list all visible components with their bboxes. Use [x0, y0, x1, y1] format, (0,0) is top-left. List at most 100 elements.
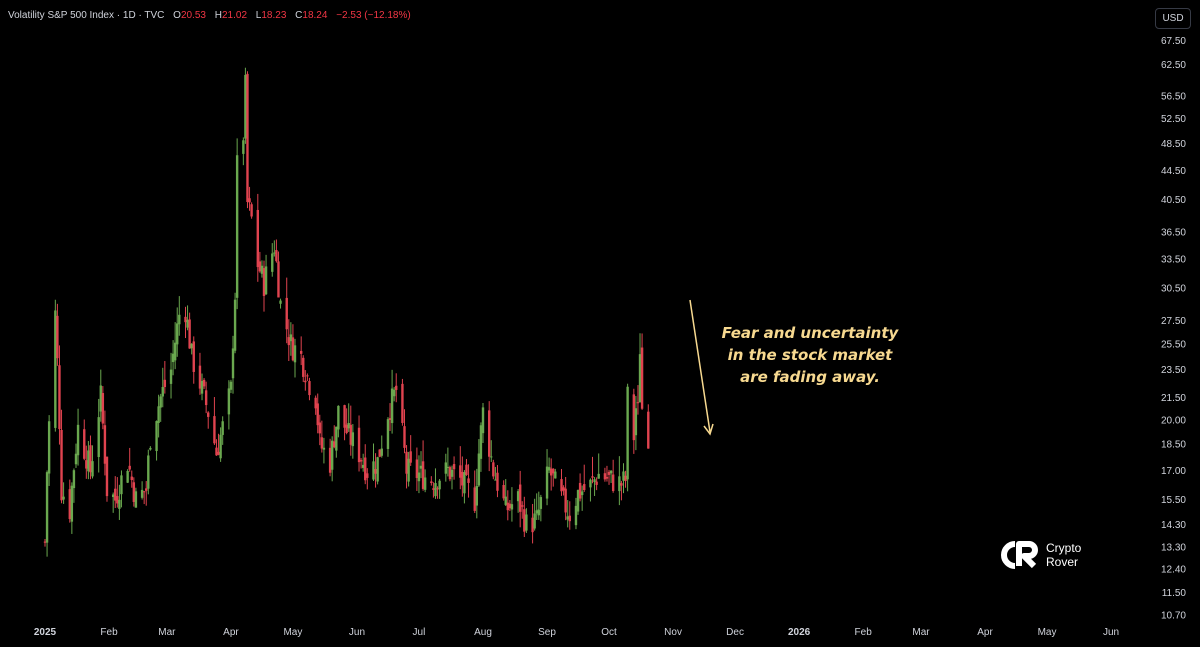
currency-button[interactable]: USD [1155, 8, 1191, 29]
candle-up [271, 253, 274, 272]
candle-up [597, 473, 600, 479]
candle-down [359, 460, 363, 462]
candle-up [539, 497, 543, 509]
low-label: L [255, 10, 262, 21]
candle-down [262, 268, 266, 296]
x-tick-label: Nov [664, 627, 682, 638]
candle-down [432, 488, 435, 490]
time-axis[interactable]: 2025 Feb Mar Apr May Jun Jul Aug Sep Oct Nov Dec 202… [34, 627, 1119, 638]
x-tick-label: 2026 [788, 627, 811, 638]
candle-up [186, 319, 189, 328]
candle-up [45, 472, 49, 543]
candle-up [337, 405, 340, 430]
chart-annotation: Fear and uncertainty in the stock market… [700, 322, 920, 388]
x-tick-label: Sep [538, 627, 556, 638]
candle-up [390, 388, 394, 424]
candle-up [638, 354, 642, 403]
y-tick-label: 40.50 [1161, 195, 1186, 206]
candle-down [502, 484, 505, 499]
x-tick-label: Oct [601, 627, 617, 638]
candle-down [562, 487, 565, 491]
candle-down [364, 457, 367, 481]
candle-down [291, 337, 295, 361]
candle-up [74, 453, 78, 465]
x-tick-label: Aug [474, 627, 492, 638]
candle-down [258, 261, 262, 272]
y-tick-label: 30.50 [1161, 284, 1186, 295]
candle-up [535, 510, 538, 514]
candle-down [217, 451, 220, 455]
candle-down [248, 198, 251, 203]
candle-down [246, 73, 249, 202]
x-tick-label: Mar [158, 627, 176, 638]
candle-down [163, 379, 167, 388]
candle-down [409, 451, 412, 463]
candle-down [43, 541, 47, 543]
candle-down [459, 465, 462, 478]
candle-up [322, 447, 326, 450]
x-tick-label: Dec [726, 627, 744, 638]
candle-down [448, 467, 452, 480]
candle-down [304, 380, 307, 383]
candle-down [388, 418, 392, 420]
y-tick-label: 67.50 [1161, 36, 1186, 47]
candle-up [171, 353, 175, 363]
y-tick-label: 20.00 [1161, 415, 1186, 426]
high-label: H [214, 10, 222, 21]
candle-up [450, 469, 454, 477]
x-tick-label: Apr [977, 627, 993, 638]
candle-down [343, 405, 346, 428]
candle-up [62, 496, 65, 500]
candle-up [361, 464, 365, 468]
candle-up [120, 475, 123, 495]
candle-up [147, 455, 150, 489]
candle-down [357, 427, 361, 463]
candle-down [207, 412, 210, 417]
candle-up [126, 470, 129, 483]
y-tick-label: 48.50 [1161, 139, 1186, 150]
x-tick-label: May [283, 627, 302, 638]
candle-up [533, 513, 536, 529]
candle-up [475, 486, 479, 506]
candle-up [54, 310, 57, 428]
candle-down [145, 488, 148, 491]
candle-up [155, 421, 158, 452]
candle-up [525, 514, 528, 531]
open-label: O [173, 10, 181, 21]
candle-up [376, 457, 379, 482]
candle-up [463, 472, 466, 494]
candle-down [192, 341, 195, 372]
candle-up [626, 386, 629, 480]
candle-up [70, 485, 74, 522]
y-tick-label: 17.00 [1161, 466, 1186, 477]
candle-up [260, 265, 264, 274]
candle-up [574, 505, 578, 526]
candle-up [231, 348, 235, 379]
candle-down [85, 460, 88, 469]
candle-up [289, 334, 293, 342]
candle-down [366, 473, 369, 478]
y-tick-label: 44.50 [1161, 166, 1186, 177]
candle-up [434, 483, 437, 497]
candle-up [380, 448, 383, 456]
annotation-line: Fear and uncertainty [721, 324, 899, 342]
candle-down [403, 426, 406, 448]
price-axis[interactable]: 67.50 62.50 56.50 52.50 48.50 44.50 40.50 36.50… [1161, 36, 1186, 622]
y-tick-label: 36.50 [1161, 228, 1186, 239]
candle-up [219, 434, 222, 459]
candle-down [607, 471, 611, 475]
candle-down [316, 403, 319, 426]
candle-down [487, 410, 491, 457]
candle-down [132, 482, 136, 502]
candle-up [593, 479, 596, 483]
candle-up [91, 461, 94, 477]
candle-down [308, 381, 311, 396]
candle-down [374, 469, 377, 474]
candle-down [105, 456, 109, 497]
x-tick-label: Jun [349, 627, 365, 638]
candle-down [473, 487, 476, 511]
x-tick-label: Feb [855, 627, 873, 638]
y-tick-label: 14.30 [1161, 520, 1186, 531]
logo-text-line: Rover [1046, 555, 1079, 569]
